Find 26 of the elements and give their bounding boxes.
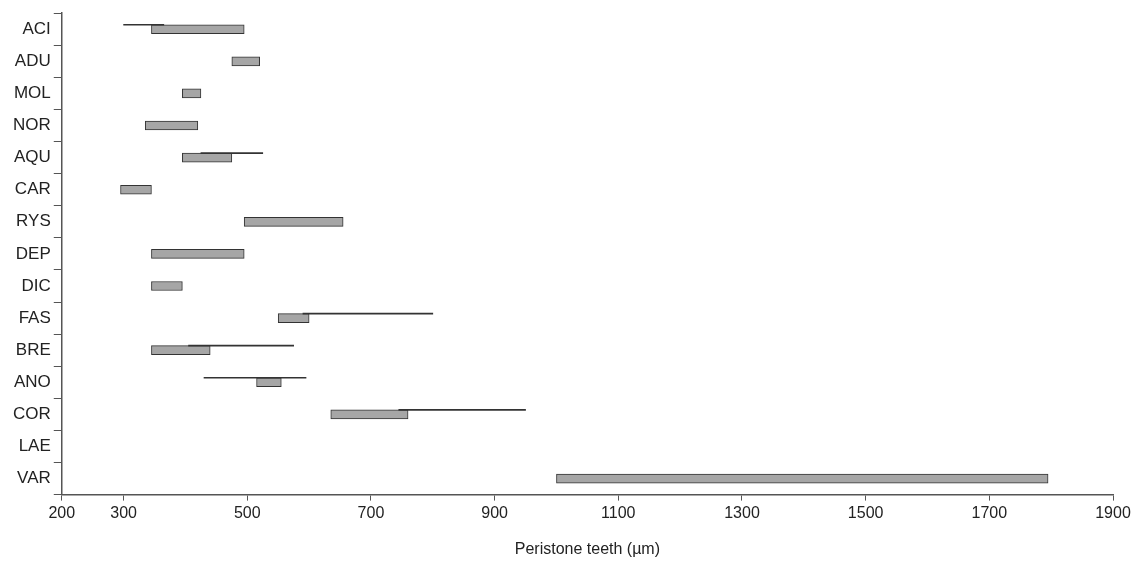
y-tick-label: VAR <box>17 468 51 488</box>
y-tick-label: MOL <box>13 83 51 103</box>
x-tick-label: 1100 <box>601 503 636 521</box>
y-tick-label: DIC <box>21 275 51 295</box>
y-tick-label: RYS <box>16 211 51 231</box>
y-tick-label: AQU <box>13 147 51 167</box>
y-tick-label: LAE <box>18 436 51 456</box>
x-tick-label: 1900 <box>1095 503 1131 521</box>
x-tick-label: 500 <box>233 503 261 521</box>
y-tick-label: BRE <box>15 339 51 359</box>
x-tick-label: 300 <box>110 503 138 521</box>
y-tick-label: ACI <box>22 18 51 38</box>
x-tick-label: 1700 <box>971 503 1008 521</box>
y-tick-label: DEP <box>15 243 51 263</box>
x-tick-label: 900 <box>481 503 509 521</box>
y-tick-label: ANO <box>13 371 51 391</box>
x-tick-label: 1300 <box>724 503 760 521</box>
y-tick-label: ADU <box>14 51 51 71</box>
x-tick-label: 1500 <box>847 503 884 521</box>
y-tick-label: NOR <box>13 115 51 135</box>
x-axis-title: Peristone teeth (µm) <box>514 539 661 557</box>
y-tick-label: CAR <box>14 179 51 199</box>
x-tick-label: 200 <box>48 503 76 521</box>
y-tick-label: COR <box>13 404 51 424</box>
x-tick-label: 700 <box>357 503 385 521</box>
y-tick-label: FAS <box>18 307 51 327</box>
